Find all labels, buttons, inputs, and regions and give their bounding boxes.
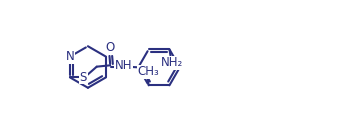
Text: CH₃: CH₃ xyxy=(138,65,160,78)
Text: S: S xyxy=(80,71,87,84)
Text: NH: NH xyxy=(115,59,132,72)
Text: N: N xyxy=(66,50,74,63)
Text: O: O xyxy=(105,41,115,54)
Text: NH₂: NH₂ xyxy=(161,56,183,69)
